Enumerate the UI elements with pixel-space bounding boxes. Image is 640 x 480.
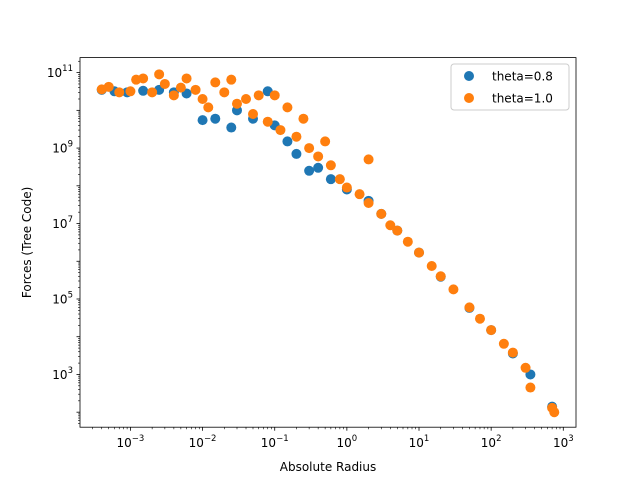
series-2-point [498, 338, 509, 349]
data-points [96, 69, 560, 418]
series-2-point [385, 220, 396, 231]
series-2-point [219, 87, 230, 98]
series-1-point [313, 162, 324, 173]
x-tick-label: 102 [481, 434, 502, 450]
series-2-point [231, 98, 242, 109]
series-2-point [197, 93, 208, 104]
series-2-point [154, 69, 165, 80]
series-2-point [291, 131, 302, 142]
series-2-point [376, 208, 387, 219]
y-axis-label: Forces (Tree Code) [20, 187, 34, 298]
series-2-point [269, 90, 280, 101]
series-2-point [181, 73, 192, 84]
series-2-point [114, 87, 125, 98]
series-2-point [298, 113, 309, 124]
x-tick-label: 10−1 [261, 434, 289, 450]
x-tick-label: 10−2 [189, 434, 217, 450]
x-axis-label: Absolute Radius [280, 460, 377, 474]
legend-marker-series-2 [464, 93, 474, 103]
series-2-point [138, 73, 149, 84]
series-2-point [203, 102, 214, 113]
series-1-point [210, 113, 221, 124]
series-2-point [507, 347, 518, 358]
series-2-point [474, 313, 485, 324]
y-tick-label: 103 [52, 366, 73, 382]
legend-marker-series-1 [464, 71, 474, 81]
series-2-point [464, 302, 475, 313]
series-2-point [320, 136, 331, 147]
series-1-point [282, 136, 293, 147]
legend: theta=0.8 theta=1.0 [450, 63, 570, 111]
series-2-point [402, 236, 413, 247]
series-1-point [226, 122, 237, 133]
legend-label-series-1: theta=0.8 [492, 70, 553, 84]
x-tick-label: 100 [337, 434, 358, 450]
series-2-point [520, 362, 531, 373]
axes-frame [79, 57, 577, 428]
series-2-point [486, 325, 497, 336]
x-ticks: 10−3 10−2 10−1 100 101 102 103 [92, 427, 574, 450]
series-2-point [304, 143, 315, 154]
series-2-point [282, 102, 293, 113]
series-2-point [248, 109, 258, 119]
series-1-point [197, 115, 208, 126]
legend-box [450, 63, 570, 111]
series-2-point [392, 225, 403, 236]
series-1-point [138, 85, 149, 96]
series-2-point [159, 78, 170, 89]
x-tick-label: 10−3 [117, 434, 145, 450]
series-2-point [435, 271, 446, 282]
series-2-point [334, 174, 345, 185]
series-2-point [168, 90, 179, 101]
series-2-point [525, 382, 536, 393]
series-2-point [313, 151, 324, 162]
series-2-point [549, 407, 560, 418]
x-tick-label: 103 [553, 434, 574, 450]
series-2-point [426, 260, 437, 271]
series-2-point [363, 198, 374, 209]
series-2-point [125, 86, 136, 97]
series-2-point [325, 160, 336, 171]
series-2-point [210, 77, 221, 88]
series-2-point [275, 125, 286, 136]
series-2-point [103, 81, 114, 92]
y-tick-label: 109 [52, 140, 73, 156]
series-2-point [147, 87, 158, 98]
series-2-point [190, 84, 201, 95]
series-1-point [325, 174, 336, 185]
series-2-point [175, 82, 186, 93]
series-2-point [363, 154, 374, 165]
series-2-point [354, 189, 365, 200]
x-tick-label: 101 [409, 434, 430, 450]
y-tick-label: 105 [52, 290, 73, 306]
series-2-point [262, 116, 273, 127]
series-2-point [448, 284, 459, 295]
series-1-point [304, 165, 315, 176]
series-2-point [253, 90, 264, 101]
series-2-point [414, 247, 425, 258]
series-1-point [291, 148, 302, 159]
y-tick-label: 107 [52, 215, 73, 231]
y-tick-label: 1011 [47, 64, 73, 80]
series-2-point [226, 74, 237, 85]
y-ticks: 103 105 107 109 1011 [47, 60, 80, 424]
legend-label-series-2: theta=1.0 [492, 92, 553, 106]
series-2-point [241, 93, 252, 104]
series-2-point [341, 182, 352, 193]
